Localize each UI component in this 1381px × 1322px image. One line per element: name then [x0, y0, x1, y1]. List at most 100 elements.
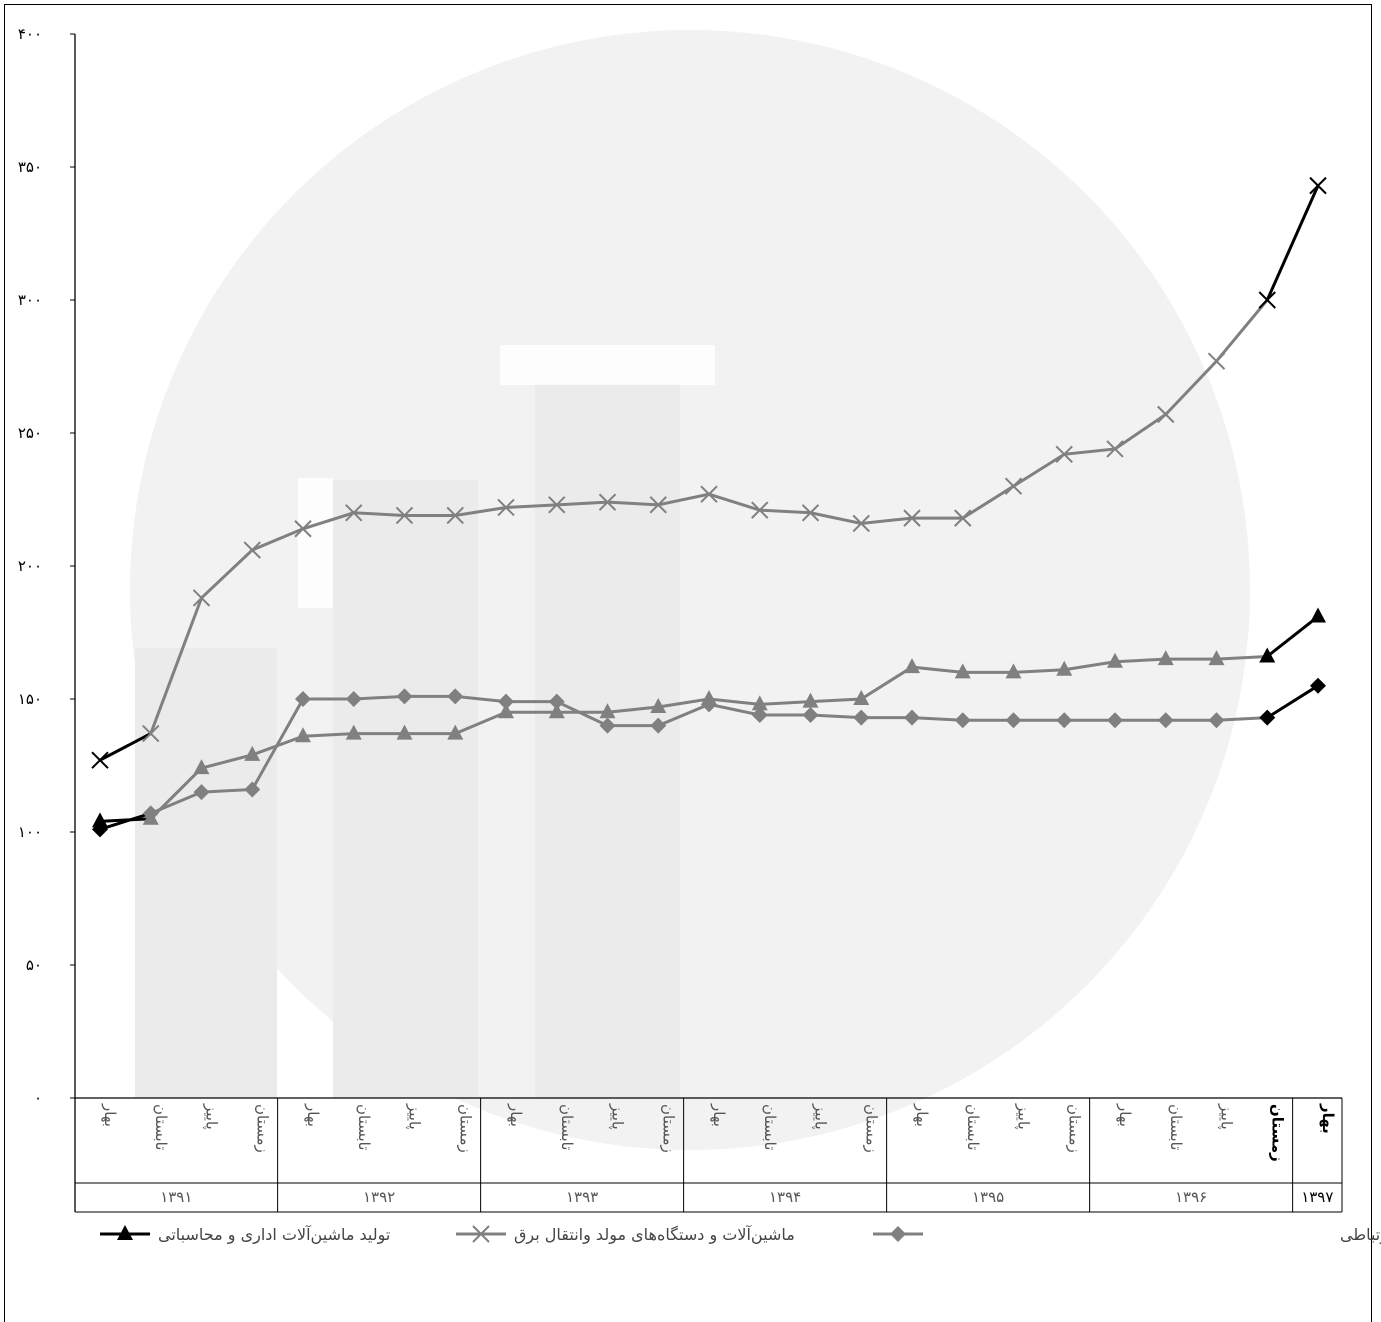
y-tick-label: ۵۰ — [26, 956, 42, 974]
x-category-label: بهار — [507, 1103, 525, 1127]
x-category-label: زمستان — [1065, 1104, 1083, 1153]
watermark-logo — [130, 30, 1250, 1150]
triangle-marker — [1208, 650, 1225, 666]
triangle-marker — [1056, 660, 1073, 676]
x-marker — [395, 506, 414, 525]
triangle-marker — [117, 1225, 133, 1240]
diamond-marker — [498, 693, 514, 710]
x-year-label: ۱۳۹۶ — [1175, 1188, 1207, 1206]
triangle-marker — [396, 724, 413, 740]
x-category-label: پاییز — [608, 1103, 627, 1130]
triangle-marker — [1005, 663, 1022, 679]
watermark-bar-1 — [135, 648, 277, 1098]
x-marker — [1258, 291, 1276, 309]
watermark-gap-2 — [500, 345, 715, 385]
watermark-bar-2 — [333, 480, 478, 1098]
x-category-label: بهار — [1116, 1103, 1134, 1127]
x-category-label: تابستان — [152, 1104, 170, 1150]
diamond-marker — [853, 709, 870, 726]
chart-legend: تولید ماشین‌آلات اداری و محاسباتی ماشین‌آ… — [100, 1225, 1381, 1245]
x-category-label: بهار — [1319, 1103, 1337, 1134]
x-category-label: تابستان — [761, 1104, 779, 1150]
diamond-marker — [548, 693, 565, 710]
x-category-label: زمستان — [253, 1104, 271, 1153]
x-year-label: ۱۳۹۴ — [769, 1188, 801, 1206]
diamond-marker — [1259, 709, 1276, 726]
x-marker — [1055, 445, 1073, 463]
x-marker — [1207, 352, 1226, 370]
x-marker — [446, 506, 464, 525]
series-first-segment — [99, 732, 152, 762]
x-axis-categories: بهار تابستان پاییز زمستان بهار تابستان پاییز زم… — [101, 1098, 1337, 1212]
triangle-marker — [295, 727, 311, 743]
diamond-marker — [599, 717, 616, 734]
diamond-marker — [1056, 712, 1073, 729]
triangle-marker — [599, 703, 616, 719]
chart-axes — [74, 34, 1343, 1213]
triangle-marker — [345, 724, 362, 740]
x-marker — [954, 509, 972, 527]
triangle-marker — [904, 658, 920, 674]
x-marker — [1106, 440, 1124, 458]
x-category-label: تابستان — [355, 1104, 373, 1150]
triangle-marker — [1107, 652, 1123, 668]
legend-rest: و تلویزیون و دستگاه‌ها و وسایل ارتباطی — [1340, 1225, 1381, 1245]
diamond-marker — [345, 691, 362, 707]
triangle-marker — [548, 703, 565, 719]
diamond-marker — [701, 696, 717, 713]
x-category-label: زمستان — [1268, 1104, 1286, 1162]
x-marker — [91, 751, 109, 769]
x-category-label: پاییز — [811, 1103, 830, 1130]
triangle-marker — [954, 663, 971, 679]
triangle-marker — [1259, 647, 1276, 663]
x-category-label: تابستان — [558, 1104, 576, 1150]
series-last-segment — [1265, 185, 1320, 301]
triangle-marker — [1310, 607, 1326, 623]
diamond-marker — [92, 821, 108, 838]
x-marker — [548, 496, 566, 514]
triangle-marker — [447, 724, 464, 740]
diamond-marker — [193, 784, 210, 801]
x-marker — [801, 504, 820, 522]
chart-frame — [4, 4, 1372, 1322]
x-marker — [243, 541, 261, 559]
x-year-label: ۱۳۹۲ — [363, 1188, 395, 1206]
diamond-marker — [650, 717, 667, 734]
y-tick-label: ۱۰۰ — [18, 823, 42, 841]
x-year-label: ۱۳۹۷ — [1301, 1188, 1333, 1206]
diamond-marker — [1208, 712, 1225, 729]
x-category-label: زمستان — [456, 1104, 474, 1153]
triangle-marker — [802, 692, 819, 708]
diamond-marker — [1157, 712, 1174, 729]
diamond-marker — [244, 781, 261, 798]
diamond-marker — [904, 709, 920, 726]
diamond-marker — [295, 691, 311, 707]
diamond-marker — [954, 712, 971, 729]
x-year-label: ۱۳۹۱ — [160, 1188, 192, 1206]
diamond-marker — [890, 1226, 906, 1242]
watermark-gap-1 — [298, 478, 333, 608]
triangle-marker — [751, 695, 768, 711]
x-category-label: بهار — [710, 1103, 728, 1127]
triangle-marker — [853, 690, 870, 705]
x-year-label: ۱۳۹۵ — [972, 1188, 1004, 1206]
x-marker — [700, 485, 718, 503]
x-category-label: پاییز — [1217, 1103, 1236, 1130]
legend-label-triangle: تولید ماشین‌آلات اداری و محاسباتی — [158, 1225, 390, 1245]
y-tick-label: ۴۰۰ — [18, 25, 42, 43]
y-tick-label: ۲۵۰ — [18, 424, 42, 442]
series-lines — [91, 176, 1327, 838]
diamond-marker — [396, 688, 413, 705]
x-marker — [294, 520, 312, 538]
x-marker — [192, 589, 211, 607]
x-category-label: بهار — [101, 1103, 119, 1127]
y-tick-label: ۲۰۰ — [18, 557, 42, 575]
legend-label-x: ماشین‌آلات و دستگاه‌های مولد وانتقال برق — [514, 1225, 795, 1245]
x-marker — [598, 493, 617, 511]
x-category-label: بهار — [304, 1103, 322, 1127]
x-category-label: پاییز — [405, 1103, 424, 1130]
diamond-marker — [447, 688, 464, 705]
triangle-marker — [1157, 650, 1174, 666]
triangle-marker — [498, 703, 514, 719]
